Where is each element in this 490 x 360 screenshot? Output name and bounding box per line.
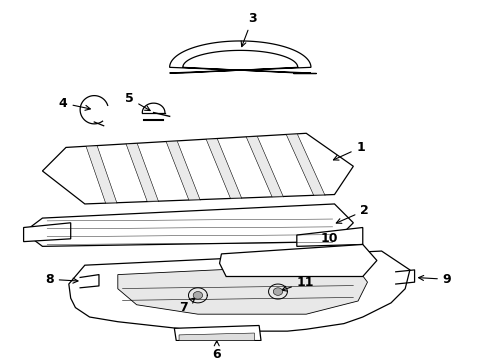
Polygon shape bbox=[24, 204, 353, 246]
Polygon shape bbox=[86, 146, 117, 203]
Text: 5: 5 bbox=[125, 92, 150, 111]
Text: 2: 2 bbox=[336, 204, 369, 223]
Text: 1: 1 bbox=[334, 141, 365, 160]
Text: 9: 9 bbox=[418, 273, 451, 286]
Text: 11: 11 bbox=[282, 276, 314, 291]
Polygon shape bbox=[246, 137, 283, 197]
Text: 4: 4 bbox=[59, 96, 90, 110]
Polygon shape bbox=[118, 263, 368, 314]
Text: 8: 8 bbox=[45, 273, 78, 286]
Polygon shape bbox=[174, 325, 261, 341]
Polygon shape bbox=[43, 133, 353, 204]
Polygon shape bbox=[193, 292, 202, 299]
Polygon shape bbox=[273, 288, 283, 295]
Polygon shape bbox=[286, 135, 325, 195]
Polygon shape bbox=[170, 41, 311, 73]
Polygon shape bbox=[297, 228, 363, 246]
Polygon shape bbox=[179, 333, 254, 341]
Text: 10: 10 bbox=[310, 232, 339, 253]
Text: 3: 3 bbox=[241, 12, 257, 47]
Text: 6: 6 bbox=[213, 341, 221, 360]
Polygon shape bbox=[206, 139, 242, 198]
Polygon shape bbox=[126, 144, 159, 202]
Polygon shape bbox=[166, 141, 200, 200]
Polygon shape bbox=[24, 223, 71, 242]
Polygon shape bbox=[69, 251, 410, 331]
Polygon shape bbox=[220, 244, 377, 276]
Text: 7: 7 bbox=[179, 298, 195, 314]
